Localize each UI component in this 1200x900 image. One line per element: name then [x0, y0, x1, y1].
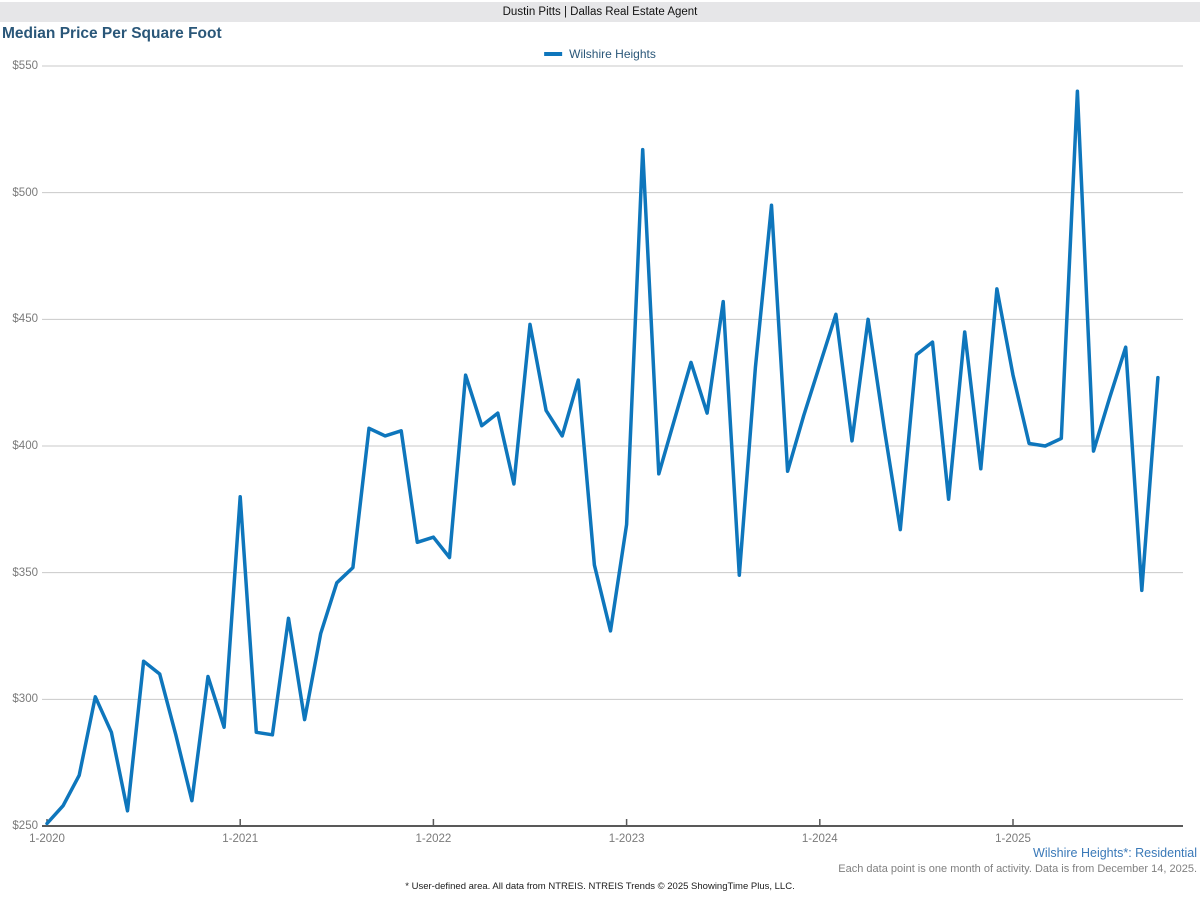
- x-axis-label: 1-2023: [608, 833, 645, 845]
- header-bar: Dustin Pitts | Dallas Real Estate Agent: [0, 2, 1200, 22]
- x-axis-label: 1-2024: [801, 833, 838, 845]
- data-period-note: Each data point is one month of activity…: [838, 863, 1197, 875]
- legend-line-marker: [544, 52, 563, 56]
- x-axis-label: 1-2025: [995, 833, 1031, 845]
- price-line: [45, 89, 1160, 826]
- x-axis-label: 1-2021: [222, 833, 259, 845]
- page-title: Median Price Per Square Foot: [2, 25, 222, 42]
- series-footnote: Wilshire Heights*: Residential: [1033, 846, 1197, 860]
- y-axis-label: $400: [12, 440, 38, 452]
- header-title: Dustin Pitts | Dallas Real Estate Agent: [502, 6, 698, 18]
- y-axis-label: $450: [12, 313, 38, 326]
- x-axis-label: 1-2022: [415, 833, 452, 845]
- source-disclaimer: * User-defined area. All data from NTREI…: [405, 881, 795, 892]
- y-axis-label: $550: [12, 60, 38, 72]
- x-axis-label: 1-2020: [29, 833, 65, 845]
- legend-series-label: Wilshire Heights: [569, 47, 656, 61]
- y-axis-label: $350: [12, 566, 38, 579]
- chart-legend: Wilshire Heights: [544, 47, 656, 61]
- y-axis-label: $300: [12, 693, 38, 706]
- y-axis-label: $250: [12, 820, 38, 832]
- y-axis-label: $500: [12, 186, 38, 199]
